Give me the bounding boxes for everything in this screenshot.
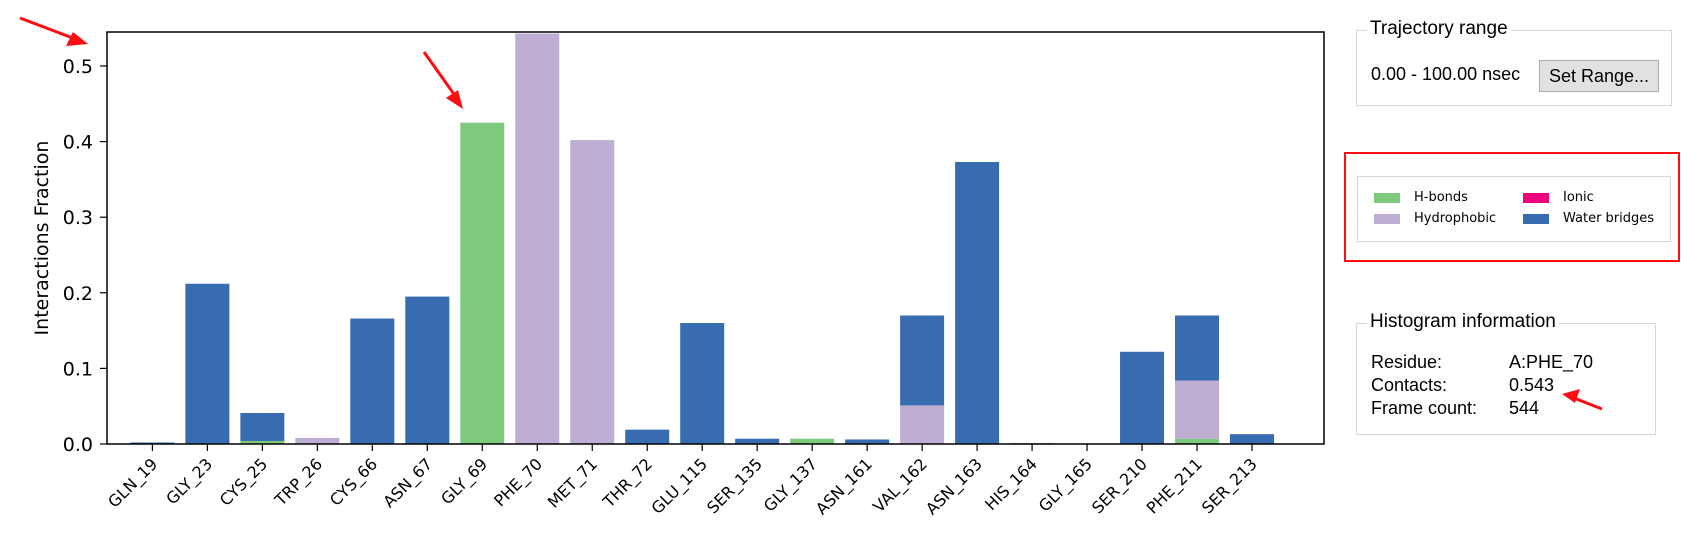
legend-label: Hydrophobic xyxy=(1414,211,1497,226)
water-bridges-swatch xyxy=(1523,214,1549,224)
y-tick-label: 0.5 xyxy=(63,56,93,78)
plot-frame xyxy=(106,31,1325,445)
x-tick-label: CYS_25 xyxy=(216,454,272,510)
red-highlight-box xyxy=(1344,152,1680,262)
bar-met-71-hydrophobic[interactable] xyxy=(570,140,615,444)
bar-thr-72-water-bridges[interactable] xyxy=(625,429,670,444)
info-value: 544 xyxy=(1509,398,1540,418)
histogram-info-title: Histogram information xyxy=(1367,311,1559,333)
trajectory-range-value: 0.00 - 100.00 nsec xyxy=(1371,64,1521,84)
bar-phe-211-water-bridges[interactable] xyxy=(1175,315,1220,381)
bar-glu-115-water-bridges[interactable] xyxy=(680,323,725,444)
x-tick-label: GLY_165 xyxy=(1035,454,1097,516)
x-tick-label: ASN_161 xyxy=(812,454,877,519)
bar-gly-137-h-bonds[interactable] xyxy=(790,438,835,444)
x-tick-label: CYS_66 xyxy=(326,454,382,510)
bar-gln-19-water-bridges[interactable] xyxy=(130,442,175,444)
x-tick-label: GLN_19 xyxy=(104,454,162,512)
red-arrow-icon xyxy=(422,51,463,109)
x-tick-label: VAL_162 xyxy=(869,454,931,516)
legend-label: Ionic xyxy=(1563,190,1594,205)
x-tick-label: GLY_23 xyxy=(162,454,217,509)
y-axis-label: Interactions Fraction xyxy=(31,141,53,336)
bar-trp-26-hydrophobic[interactable] xyxy=(295,437,340,444)
x-tick-label: SER_135 xyxy=(703,454,767,518)
info-key: Residue: xyxy=(1371,352,1443,372)
x-tick-label: SER_213 xyxy=(1198,454,1262,518)
trajectory-range-title: Trajectory range xyxy=(1367,18,1511,40)
x-tick-label: ASN_67 xyxy=(379,454,437,512)
legend-label: H-bonds xyxy=(1414,190,1468,205)
bar-asn-161-water-bridges[interactable] xyxy=(845,439,890,444)
hydrophobic-swatch xyxy=(1374,214,1400,224)
legend-label: Water bridges xyxy=(1563,211,1655,226)
bar-asn-67-water-bridges[interactable] xyxy=(405,296,450,444)
bar-phe-70-hydrophobic[interactable] xyxy=(515,33,560,445)
x-tick-label: PHE_211 xyxy=(1143,454,1207,518)
info-value: A:PHE_70 xyxy=(1509,352,1594,372)
bar-val-162-water-bridges[interactable] xyxy=(900,315,945,406)
x-tick-label: TRP_26 xyxy=(270,454,327,511)
bar-phe-211-h-bonds[interactable] xyxy=(1175,438,1220,444)
x-tick-label: ASN_163 xyxy=(922,454,987,519)
bar-ser-213-water-bridges[interactable] xyxy=(1230,434,1274,444)
hbonds-swatch xyxy=(1374,193,1400,203)
bar-cys-25-h-bonds[interactable] xyxy=(240,440,285,444)
y-tick-label: 0.0 xyxy=(63,434,93,456)
bar-cys-66-water-bridges[interactable] xyxy=(350,318,395,445)
bar-ser-135-water-bridges[interactable] xyxy=(735,438,780,444)
x-tick-label: GLY_69 xyxy=(437,454,492,509)
bar-gly-69-h-bonds[interactable] xyxy=(460,122,505,444)
x-tick-label: MET_71 xyxy=(544,454,602,512)
bar-val-162-hydrophobic[interactable] xyxy=(900,405,945,444)
set-range-button[interactable]: Set Range... xyxy=(1539,60,1659,92)
trajectory-range-group: Trajectory range 0.00 - 100.00 nsec Set … xyxy=(1356,18,1672,106)
y-tick-label: 0.1 xyxy=(63,358,93,380)
y-tick-label: 0.2 xyxy=(63,283,93,305)
annotation-arrows xyxy=(19,16,1603,411)
red-arrow-icon xyxy=(19,16,88,46)
x-tick-label: SER_210 xyxy=(1088,454,1152,518)
x-tick-label: GLY_137 xyxy=(760,454,822,516)
bar-cys-25-water-bridges[interactable] xyxy=(240,413,285,441)
ionic-swatch xyxy=(1523,193,1549,203)
y-tick-label: 0.4 xyxy=(63,132,93,154)
info-key: Frame count: xyxy=(1371,398,1478,418)
x-tick-label: HIS_164 xyxy=(981,454,1041,514)
bar-gly-23-water-bridges[interactable] xyxy=(185,283,230,444)
bar-phe-211-hydrophobic[interactable] xyxy=(1175,380,1220,439)
info-key: Contacts: xyxy=(1371,375,1448,395)
red-arrow-icon xyxy=(1562,389,1603,411)
x-tick-label: PHE_70 xyxy=(490,454,547,511)
histogram-info-group: Histogram information Residue: A:PHE_70 … xyxy=(1356,311,1656,435)
legend: H-bonds Ionic Hydrophobic Water bridges xyxy=(1357,176,1671,242)
info-value: 0.543 xyxy=(1509,375,1555,395)
x-tick-label: GLU_115 xyxy=(648,454,712,518)
y-tick-label: 0.3 xyxy=(63,207,93,229)
bar-asn-163-water-bridges[interactable] xyxy=(955,162,1000,444)
bar-ser-210-water-bridges[interactable] xyxy=(1120,351,1165,444)
